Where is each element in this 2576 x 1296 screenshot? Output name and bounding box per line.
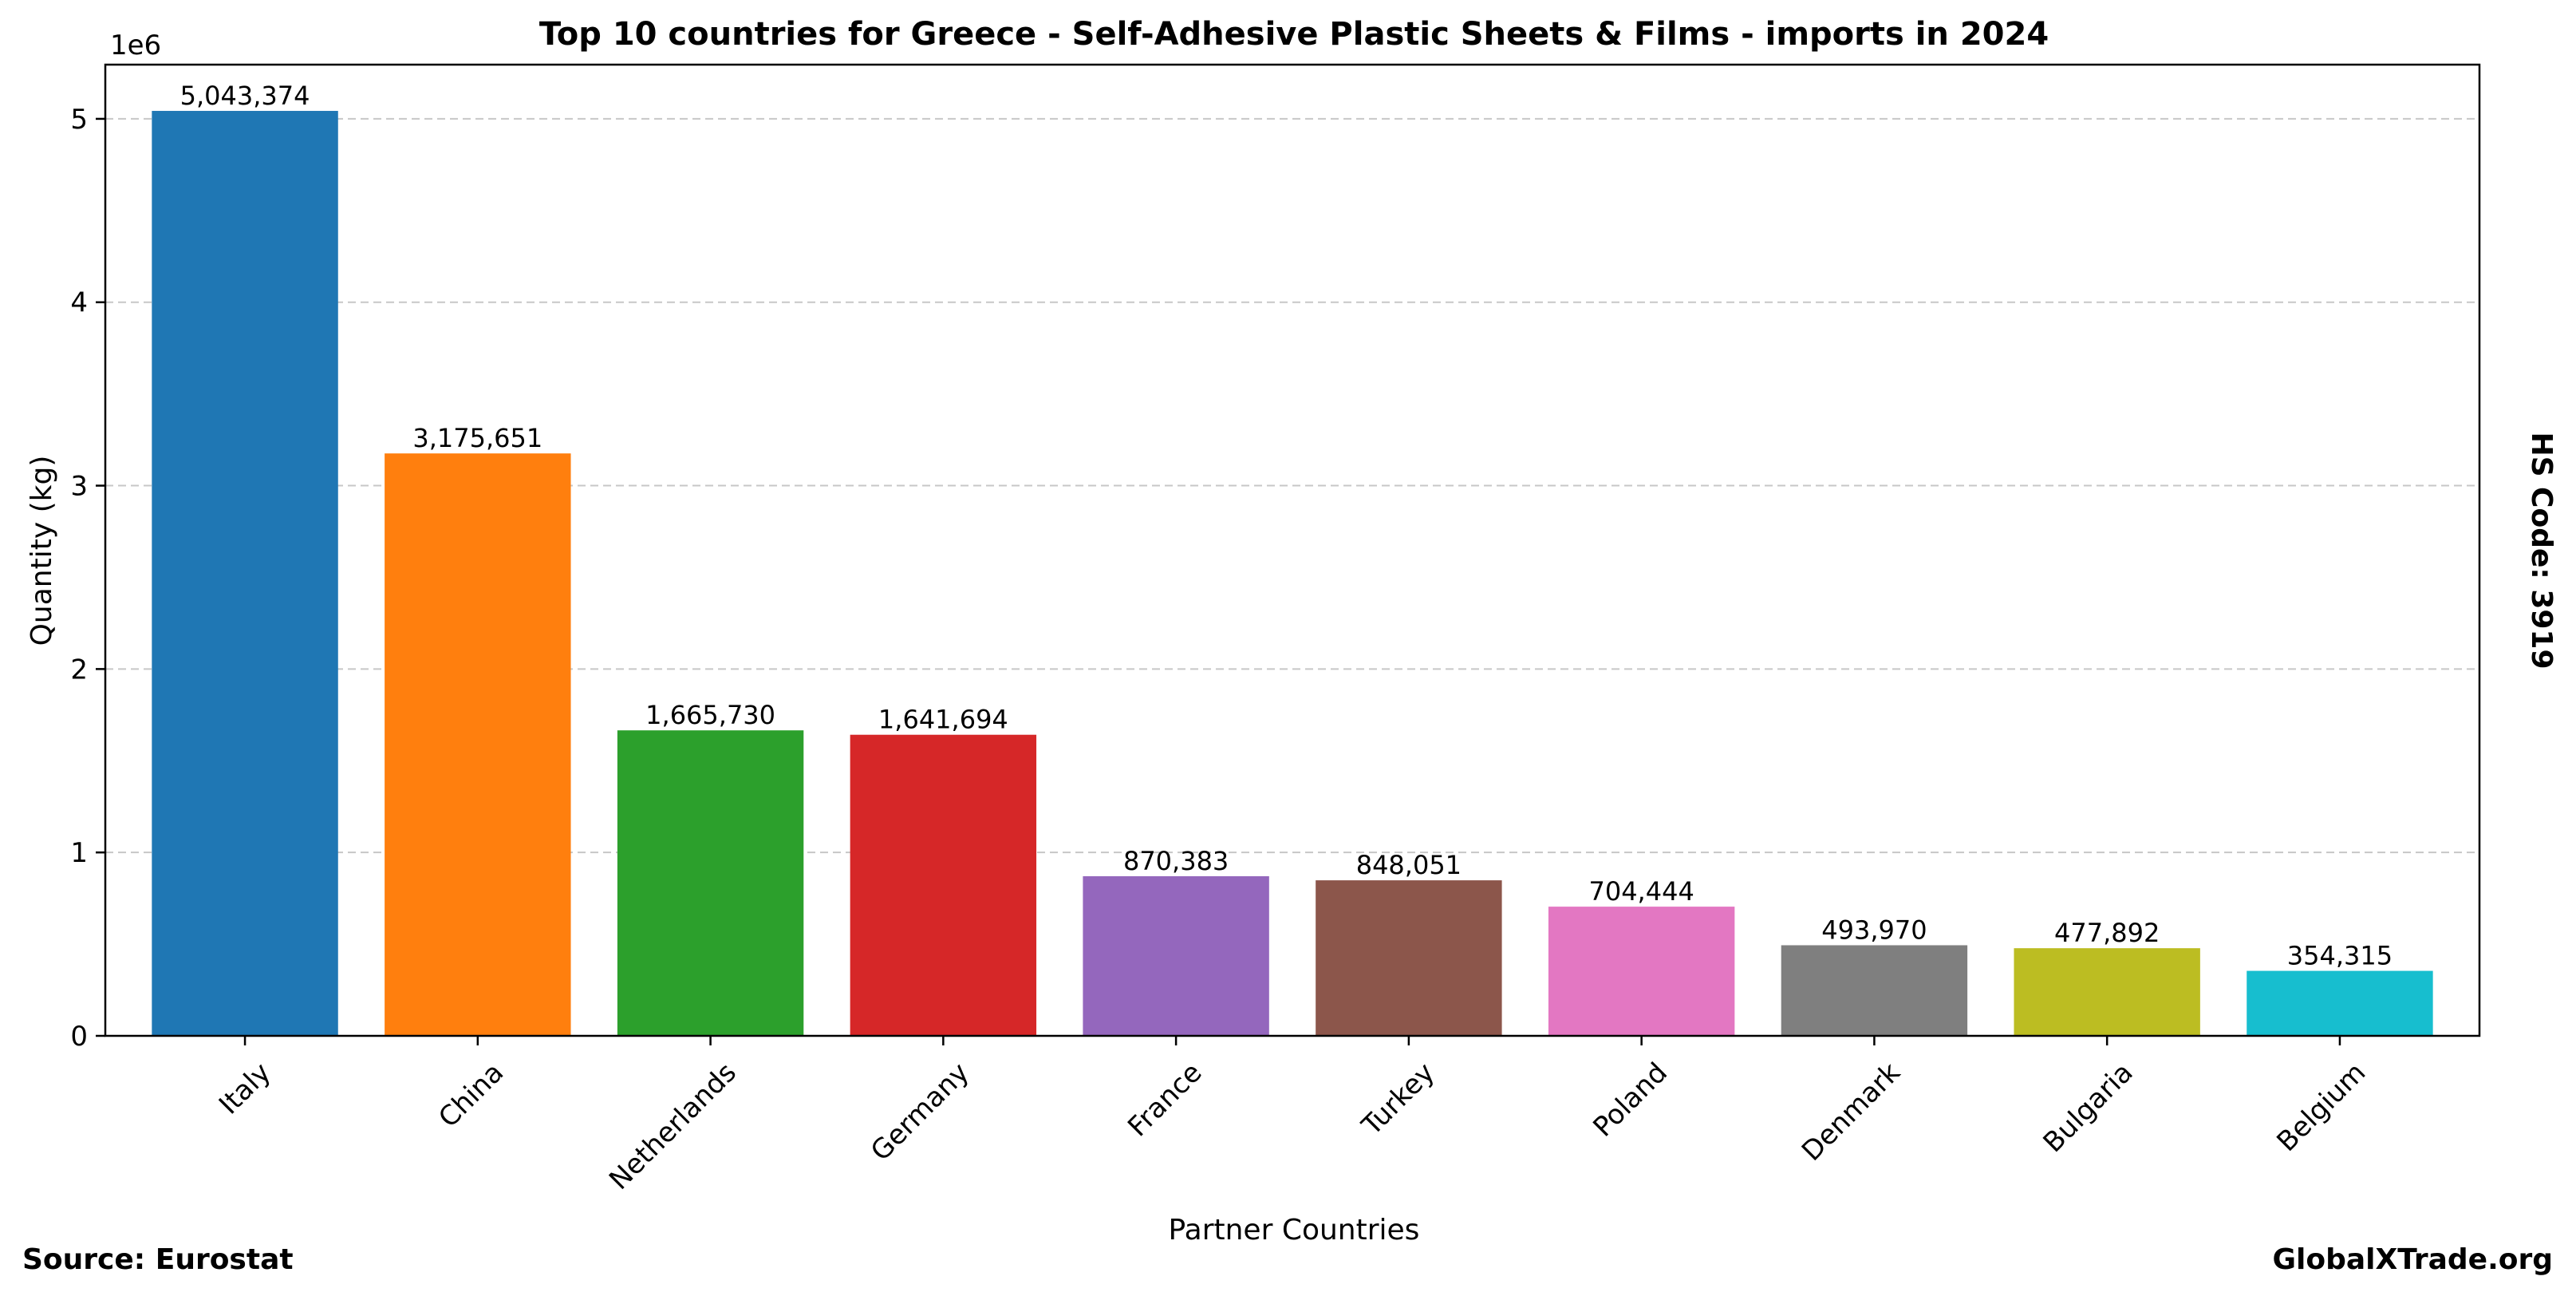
x-tick-label: Turkey: [1355, 1057, 1441, 1142]
bar-china: [385, 453, 571, 1036]
bar-netherlands: [617, 730, 804, 1036]
x-tick-label: Poland: [1587, 1057, 1674, 1144]
x-tick-label: France: [1122, 1057, 1208, 1143]
hs-code-label: HS Code: 3919: [2525, 432, 2558, 669]
y-tick-label: 2: [70, 654, 88, 686]
bar-value-label: 477,892: [2054, 918, 2160, 948]
y-tick-label: 0: [70, 1021, 88, 1053]
bar-value-label: 704,444: [1588, 876, 1694, 907]
bar-germany: [850, 734, 1037, 1036]
x-tick-label: Germany: [865, 1057, 976, 1168]
y-tick-label: 3: [70, 471, 88, 503]
x-tick-label: Bulgaria: [2038, 1057, 2140, 1159]
x-tick-label: Denmark: [1796, 1057, 1907, 1168]
y-tick-label: 5: [70, 104, 88, 136]
bar-value-label: 848,051: [1356, 850, 1462, 880]
source-note: Source: Eurostat: [22, 1243, 294, 1276]
bar-turkey: [1316, 880, 1502, 1036]
brand-watermark: GlobalXTrade.org: [2272, 1243, 2553, 1276]
x-tick-label: Belgium: [2270, 1057, 2372, 1158]
bar-value-label: 1,641,694: [878, 705, 1008, 735]
bar-value-label: 5,043,374: [180, 81, 310, 111]
plot-frame: [104, 63, 2481, 1037]
x-tick-label: Netherlands: [603, 1057, 743, 1196]
x-axis-label: Partner Countries: [1169, 1214, 1420, 1247]
y-axis-label: Quantity (kg): [26, 456, 58, 646]
chart-title: Top 10 countries for Greece - Self-Adhes…: [539, 16, 2049, 53]
bar-value-label: 354,315: [2287, 941, 2393, 971]
bar-belgium: [2247, 970, 2433, 1036]
x-tick-label: Italy: [213, 1057, 277, 1120]
bar-france: [1083, 875, 1269, 1036]
bar-value-label: 870,383: [1123, 846, 1229, 876]
bar-value-label: 1,665,730: [645, 700, 775, 730]
y-tick-label: 4: [70, 287, 88, 319]
bar-italy: [152, 110, 338, 1037]
x-tick-label: China: [432, 1057, 510, 1134]
bar-value-label: 3,175,651: [412, 423, 542, 453]
bar-poland: [1548, 907, 1735, 1036]
x-axis: Italy China Netherlands Germany France Turkey…: [213, 1036, 2372, 1196]
bars: [152, 110, 2433, 1037]
y-tick-label: 1: [70, 837, 88, 869]
bar-bulgaria: [2014, 948, 2200, 1036]
bar-denmark: [1781, 945, 1968, 1036]
value-labels: 5,043,374 3,175,651 1,665,730 1,641,694 870,…: [180, 81, 2393, 971]
bar-value-label: 493,970: [1821, 915, 1927, 945]
y-multiplier-label: 1e6: [110, 30, 161, 61]
y-axis: 0 1 2 3 4 5: [70, 104, 105, 1053]
